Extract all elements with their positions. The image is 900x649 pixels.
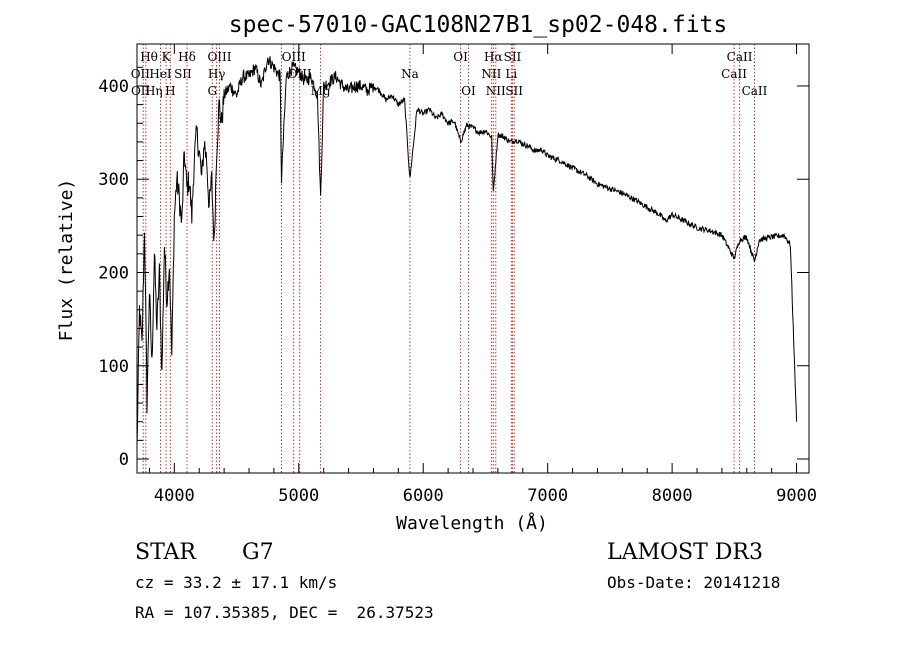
coordinates-readout: RA = 107.35385, DEC = 26.37523 <box>135 603 434 622</box>
x-tick-label: 6000 <box>403 486 444 506</box>
x-tick-label: 5000 <box>278 486 319 506</box>
spectral-line-label: Hγ <box>208 67 226 81</box>
y-axis-ticks: 0 100 200 300 400 <box>98 66 809 470</box>
spectral-line-label: Hθ <box>140 50 158 64</box>
spectral-marker-lines <box>142 44 755 473</box>
chart-title: spec-57010-GAC108N27B1_sp02-048.fits <box>229 12 728 38</box>
spectral-line-label: Hα <box>484 50 503 64</box>
spectrum-line <box>136 56 798 446</box>
spectral-line-label: SII <box>174 67 192 81</box>
spectral-line-label: OI <box>461 84 476 98</box>
spectrum-series <box>136 56 798 446</box>
spectral-line-label: Hδ <box>178 50 196 64</box>
redshift-readout: cz = 33.2 ± 17.1 km/s <box>135 573 338 592</box>
spectral-line-label: HeI <box>149 67 172 81</box>
spectral-line-label: SII <box>504 50 522 64</box>
y-tick-label: 0 <box>119 450 129 470</box>
y-tick-label: 400 <box>98 77 129 97</box>
x-tick-label: 8000 <box>652 486 693 506</box>
survey-name: LAMOST DR3 <box>607 540 763 565</box>
spectral-line-label: H <box>165 84 175 98</box>
object-subclass: G7 <box>242 540 274 565</box>
spectral-line-label: OIII <box>288 67 312 81</box>
spectral-line-label: CaII <box>742 84 768 98</box>
spectral-line-label: NII <box>486 84 506 98</box>
y-tick-label: 300 <box>98 170 129 190</box>
spectral-line-label: Na <box>401 67 419 81</box>
x-tick-label: 4000 <box>154 486 195 506</box>
spectral-line-label: CaII <box>721 67 747 81</box>
spectral-line-label: OII <box>131 67 151 81</box>
y-axis-label: Flux (relative) <box>56 179 77 342</box>
spectral-line-label: K <box>162 50 172 64</box>
y-tick-label: 200 <box>98 263 129 283</box>
object-type: STAR <box>135 540 196 565</box>
spectral-line-label: CaII <box>727 50 753 64</box>
observation-date: Obs-Date: 20141218 <box>607 573 781 592</box>
x-tick-label: 9000 <box>776 486 817 506</box>
spectral-line-label: OIII <box>207 50 231 64</box>
y-tick-label: 100 <box>98 357 129 377</box>
spectral-line-label: Mg <box>311 84 331 98</box>
spectral-line-label: Li <box>505 67 517 81</box>
spectral-line-label: OIII <box>282 50 306 64</box>
spectral-line-label: SII <box>505 84 523 98</box>
spectral-line-label: G <box>207 84 217 98</box>
spectral-line-label: NII <box>481 67 501 81</box>
plot-frame <box>136 43 810 474</box>
spectral-line-label: Hη <box>145 84 163 98</box>
spectral-line-label: OI <box>453 50 468 64</box>
x-tick-label: 7000 <box>527 486 568 506</box>
spectral-line-label: OII <box>131 84 151 98</box>
x-axis-label: Wavelength (Å) <box>396 512 548 534</box>
x-axis-ticks: 4000 5000 6000 7000 8000 9000 <box>148 44 817 506</box>
